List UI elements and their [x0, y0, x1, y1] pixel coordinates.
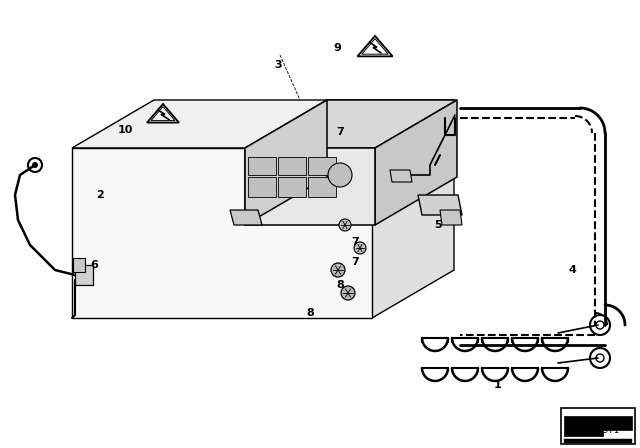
- Polygon shape: [248, 157, 276, 175]
- Circle shape: [354, 242, 366, 254]
- Polygon shape: [418, 195, 462, 215]
- Polygon shape: [564, 439, 632, 443]
- Text: 2: 2: [96, 190, 104, 200]
- Circle shape: [32, 162, 38, 168]
- Text: 7: 7: [336, 127, 344, 137]
- Polygon shape: [245, 148, 375, 225]
- Text: 5: 5: [434, 220, 442, 230]
- Polygon shape: [245, 100, 327, 225]
- Polygon shape: [278, 177, 306, 197]
- Polygon shape: [440, 210, 462, 225]
- Circle shape: [341, 286, 355, 300]
- Polygon shape: [390, 170, 412, 182]
- Polygon shape: [73, 258, 85, 272]
- Circle shape: [328, 163, 352, 187]
- Polygon shape: [372, 100, 454, 318]
- Text: 7: 7: [351, 257, 359, 267]
- Polygon shape: [245, 100, 457, 148]
- Circle shape: [339, 219, 351, 231]
- Text: 00185971: 00185971: [577, 426, 620, 435]
- Polygon shape: [248, 177, 276, 197]
- Text: 4: 4: [568, 265, 576, 275]
- Text: 1: 1: [494, 380, 502, 390]
- Polygon shape: [75, 265, 93, 285]
- Polygon shape: [308, 157, 336, 175]
- Text: 9: 9: [333, 43, 341, 53]
- Circle shape: [331, 263, 345, 277]
- Text: 6: 6: [90, 260, 98, 270]
- Polygon shape: [564, 416, 632, 436]
- Polygon shape: [72, 100, 454, 148]
- Polygon shape: [72, 148, 372, 318]
- Polygon shape: [561, 408, 635, 444]
- Text: 10: 10: [117, 125, 132, 135]
- Text: 7: 7: [351, 237, 359, 247]
- Text: 8: 8: [336, 280, 344, 290]
- Text: 3: 3: [274, 60, 282, 70]
- Polygon shape: [375, 100, 457, 225]
- Polygon shape: [278, 157, 306, 175]
- Polygon shape: [230, 210, 262, 225]
- Polygon shape: [308, 177, 336, 197]
- Text: 8: 8: [306, 308, 314, 318]
